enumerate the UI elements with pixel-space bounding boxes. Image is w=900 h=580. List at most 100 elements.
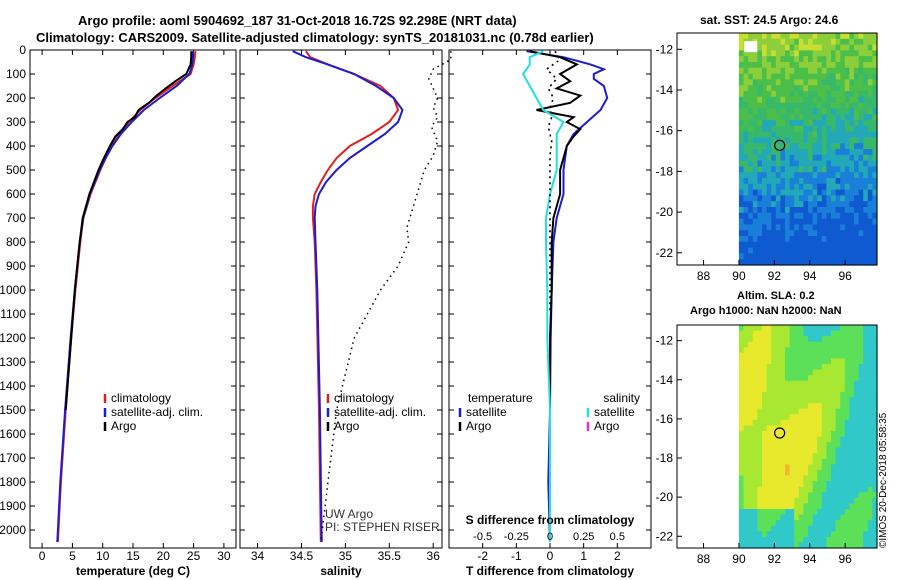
sla-map-cell — [771, 509, 777, 516]
sst-map-cell — [831, 149, 837, 156]
sst-map-cell — [849, 67, 855, 75]
sla-map-cell — [780, 436, 786, 443]
sst-map-cell — [798, 85, 804, 92]
sst-map-cell — [789, 178, 795, 185]
sst-map-cell — [762, 241, 768, 249]
sla-map-cell — [780, 391, 786, 399]
sla-map-cell — [863, 475, 869, 482]
sla-map-cell — [840, 442, 846, 449]
sst-map-cell — [849, 44, 855, 51]
sst-map-cell — [808, 195, 814, 202]
sla-map-cell — [785, 453, 791, 460]
sst-map-cell — [794, 178, 800, 185]
sla-map-cell — [798, 514, 804, 521]
sst-map-cell — [743, 73, 749, 80]
sla-map-cell — [840, 481, 846, 488]
sst-map-cell — [854, 85, 860, 92]
sla-map-cell — [840, 419, 846, 426]
sst-map-cell — [766, 114, 772, 121]
sla-map-cell — [867, 330, 873, 337]
sla-map-cell — [752, 453, 758, 460]
sla-map-cell — [798, 458, 804, 465]
sst-map-cell — [775, 120, 781, 127]
sla-map-cell — [803, 403, 809, 410]
sst-map-cell — [743, 102, 749, 109]
sst-map-cell — [738, 230, 745, 237]
sst-map-cell — [858, 241, 864, 249]
sst-map-cell — [863, 108, 869, 115]
sst-map-cell — [757, 108, 763, 115]
sst-map-cell — [821, 44, 827, 51]
y-tick-label: 300 — [6, 115, 26, 129]
sla-map-cell — [752, 436, 758, 443]
sla-map-cell — [826, 380, 832, 387]
sst-map-cell — [738, 91, 745, 98]
sst-map-cell — [780, 102, 786, 109]
sla-map-cell — [826, 369, 832, 376]
sst-map-cell — [785, 253, 791, 260]
sla-map-cell — [785, 341, 791, 348]
sla-map-cell — [738, 358, 745, 365]
sst-map-cell — [840, 102, 846, 109]
sst-map-cell — [821, 67, 827, 75]
sst-map-cell — [738, 108, 745, 115]
sla-map-cell — [803, 419, 809, 426]
sst-map-cell — [835, 108, 841, 115]
sla-map-cell — [826, 503, 832, 510]
sla-map-cell — [738, 336, 745, 343]
sst-map-cell — [757, 183, 763, 191]
sst-map-cell — [808, 62, 814, 69]
sst-map-cell — [762, 149, 768, 156]
sla-map-cell — [766, 481, 772, 488]
sla-map-cell — [757, 470, 763, 477]
sst-map-cell — [752, 172, 758, 179]
sst-map-cell — [789, 189, 795, 196]
sla-map-cell — [840, 336, 846, 343]
sst-map-cell — [835, 189, 841, 196]
sla-map-cell — [854, 520, 860, 527]
sla-map-cell — [826, 375, 832, 382]
sst-map-cell — [817, 137, 823, 144]
sla-map-cell — [872, 325, 878, 332]
sst-map-cell — [762, 178, 768, 185]
sst-map-cell — [738, 44, 745, 51]
sla-map-cell — [817, 430, 823, 438]
sla-map-cell — [771, 375, 777, 382]
sst-map-cell — [738, 96, 745, 104]
sst-map-cell — [798, 189, 804, 196]
sla-map-cell — [743, 369, 749, 376]
sst-map-cell — [748, 218, 754, 225]
sla-map-cell — [867, 509, 873, 516]
sst-map-cell — [771, 218, 777, 225]
sla-map-cell — [863, 542, 869, 549]
sst-map-cell — [789, 236, 795, 243]
sla-map-cell — [789, 408, 795, 415]
sst-map-cell — [844, 201, 850, 208]
sla-map-cell — [748, 497, 754, 504]
sla-map-cell — [789, 386, 795, 393]
sla-map-cell — [752, 397, 758, 404]
sst-map-cell — [808, 236, 814, 243]
sst-map-cell — [803, 253, 809, 260]
sla-map-cell — [812, 503, 818, 510]
sla-map-cell — [835, 492, 841, 499]
sla-map-cell — [812, 514, 818, 521]
sst-map-cell — [808, 224, 814, 231]
sla-map-cell — [867, 425, 873, 432]
sla-map-cell — [849, 447, 855, 454]
sst-map-cell — [766, 241, 772, 249]
sst-map-cell — [803, 183, 809, 191]
sst-map-cell — [835, 56, 841, 63]
sst-map-cell — [775, 143, 781, 150]
sst-map-cell — [849, 189, 855, 196]
sla-map-cell — [785, 397, 791, 404]
sla-map-cell — [775, 492, 781, 499]
sst-map-cell — [854, 143, 860, 150]
sla-map-cell — [844, 475, 850, 482]
sst-map-cell — [854, 241, 860, 249]
sst-map-cell — [867, 50, 873, 57]
sla-map-cell — [798, 470, 804, 477]
sla-map-cell — [835, 481, 841, 488]
sst-map-cell — [872, 247, 878, 254]
sst-map-cell — [785, 218, 791, 225]
